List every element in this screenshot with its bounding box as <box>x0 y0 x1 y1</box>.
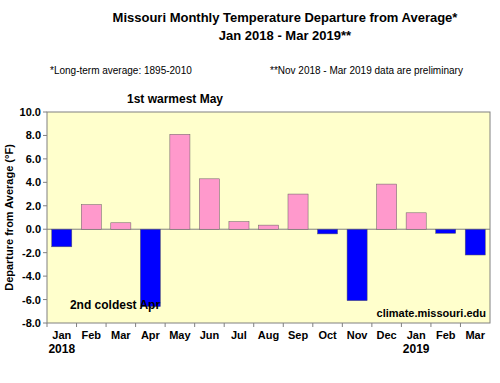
y-tick-label: -2.0 <box>22 247 41 259</box>
y-tick <box>43 276 47 277</box>
bar <box>199 179 219 229</box>
y-axis: -8.0 -6.0 -4.0 -2.0 0.0 2.0 4.0 6.0 8.0 10.0 <box>20 106 490 329</box>
note: *Long-term average: 1895-2010 <box>50 65 192 76</box>
x-tick-label: Jul <box>231 329 247 341</box>
x-tick-label: Aug <box>258 329 279 341</box>
x-tick <box>106 323 107 327</box>
bar <box>318 229 338 234</box>
bar <box>406 213 426 229</box>
note: **Nov 2018 - Mar 2019 data are prelimina… <box>270 65 463 76</box>
subtitle: Jan 2018 - Mar 2019** <box>219 28 352 43</box>
x-tick-label: Mar <box>111 329 131 341</box>
x-tick-label: Feb <box>436 329 456 341</box>
annotation: 1st warmest May <box>127 92 223 106</box>
x-tick-label: Jun <box>200 329 220 341</box>
y-tick-label: 6.0 <box>26 153 41 165</box>
x-tick <box>47 323 48 327</box>
x-tick-label: Sep <box>288 329 308 341</box>
year-label: 2019 <box>403 342 430 356</box>
y-tick <box>43 158 47 159</box>
x-tick-label: Mar <box>465 329 485 341</box>
x-tick-label: Jan <box>52 329 71 341</box>
x-tick-label: Feb <box>82 329 102 341</box>
y-tick-label: 2.0 <box>26 200 41 212</box>
chart: Missouri Monthly Temperature Departure f… <box>0 0 500 383</box>
x-tick-label: Nov <box>347 329 369 341</box>
y-tick <box>43 252 47 253</box>
x-tick <box>430 323 431 327</box>
bar <box>347 229 367 301</box>
x-tick-label: Dec <box>377 329 397 341</box>
bar <box>52 229 72 247</box>
title: Missouri Monthly Temperature Departure f… <box>113 10 459 25</box>
bar <box>170 134 190 229</box>
y-tick-label: 4.0 <box>26 176 41 188</box>
annotation: 2nd coldest Apr <box>70 298 161 312</box>
bar <box>229 222 249 230</box>
bar <box>436 229 456 233</box>
y-tick <box>43 229 47 230</box>
x-tick <box>224 323 225 327</box>
y-tick <box>43 205 47 206</box>
x-tick <box>401 323 402 327</box>
y-tick-label: -8.0 <box>22 317 41 329</box>
y-tick <box>43 112 47 113</box>
year-label: 2018 <box>48 342 75 356</box>
background <box>0 0 500 383</box>
y-tick <box>43 182 47 183</box>
x-tick-label: Apr <box>141 329 161 341</box>
x-tick <box>165 323 166 327</box>
y-tick-label: 10.0 <box>20 106 41 118</box>
x-tick <box>76 323 77 327</box>
y-tick <box>43 135 47 136</box>
bar <box>258 225 278 229</box>
x-axis: Jan Feb Mar Apr May Jun Jul Aug Sep Oct Nov Dec Jan F… <box>47 323 486 356</box>
bar <box>111 223 131 229</box>
source: climate.missouri.edu <box>377 307 486 319</box>
y-tick-label: -4.0 <box>22 270 41 282</box>
x-tick-label: Jan <box>407 329 426 341</box>
x-tick <box>342 323 343 327</box>
x-tick-label: Oct <box>318 329 337 341</box>
x-tick <box>283 323 284 327</box>
y-label: Departure from Average (°F) <box>3 144 15 291</box>
y-tick <box>43 299 47 300</box>
bar <box>81 205 101 230</box>
x-tick <box>194 323 195 327</box>
bar <box>377 184 397 229</box>
x-tick-label: May <box>169 329 191 341</box>
y-tick-label: 0.0 <box>26 223 41 235</box>
bar <box>140 229 160 306</box>
x-tick <box>312 323 313 327</box>
plot-area <box>47 112 490 323</box>
x-tick <box>460 323 461 327</box>
x-tick <box>371 323 372 327</box>
y-tick <box>43 323 47 324</box>
bar <box>288 194 308 229</box>
x-tick <box>135 323 136 327</box>
y-tick-label: 8.0 <box>26 129 41 141</box>
y-tick-label: -6.0 <box>22 294 41 306</box>
bars <box>52 134 486 306</box>
bar <box>465 229 485 255</box>
x-tick <box>253 323 254 327</box>
